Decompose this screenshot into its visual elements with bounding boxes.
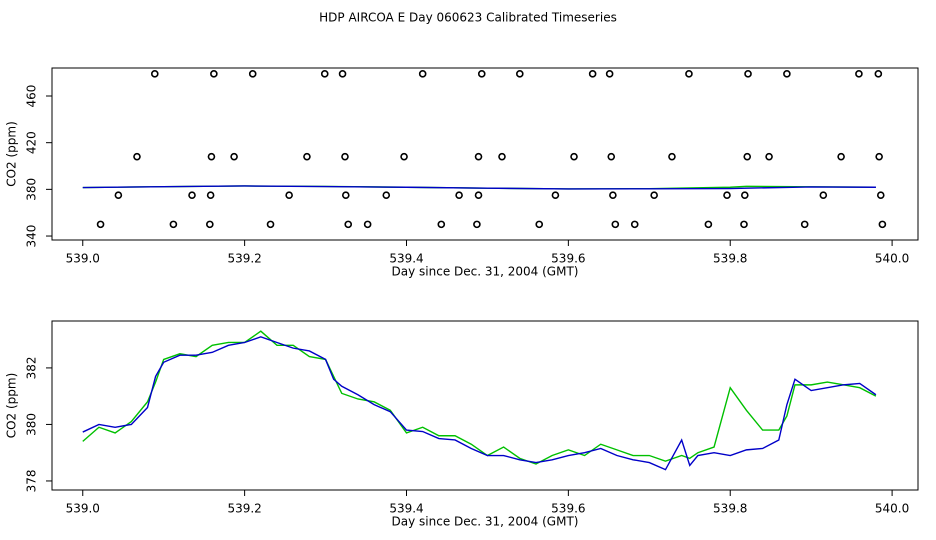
x-axis-label: Day since Dec. 31, 2004 (GMT) [392, 515, 579, 529]
plot-frame [51, 320, 919, 491]
x-tick-label: 539.8 [713, 252, 747, 266]
data-point [743, 152, 752, 161]
data-point [133, 152, 141, 161]
x-tick-label: 539.6 [551, 252, 585, 266]
y-tick-label: 340 [25, 225, 39, 248]
data-point [551, 191, 560, 199]
plot-frame [51, 67, 919, 241]
data-point [605, 70, 614, 78]
data-point [382, 191, 391, 199]
x-tick-label: 539.2 [227, 502, 261, 516]
x-tick-label: 539.4 [389, 502, 423, 516]
data-point [455, 191, 463, 199]
data-point [588, 70, 597, 78]
data-point [611, 220, 620, 229]
y-axis-label: CO2 (ppm) [5, 373, 19, 439]
y-tick-label: 378 [25, 470, 39, 493]
data-point [169, 220, 178, 229]
data-point [783, 70, 791, 78]
data-point [303, 152, 311, 161]
series-line [82, 185, 876, 190]
data-point [704, 220, 713, 229]
series-line [82, 330, 877, 465]
data-point [609, 191, 617, 199]
data-point [341, 152, 349, 161]
data-point [400, 152, 408, 161]
x-tick-label: 539.4 [389, 252, 423, 266]
data-point [285, 191, 293, 199]
x-tick-label: 539.8 [713, 502, 747, 516]
y-tick-label: 460 [25, 85, 39, 108]
data-point [516, 70, 524, 78]
y-tick-label: 380 [25, 178, 39, 201]
data-point [188, 191, 196, 199]
data-point [744, 70, 752, 78]
data-point [740, 220, 748, 229]
data-point [819, 191, 828, 199]
data-point [570, 152, 578, 161]
y-axis-label: CO2 (ppm) [5, 121, 19, 187]
data-point [150, 70, 159, 78]
data-point [668, 152, 676, 161]
x-tick-label: 539.2 [227, 252, 261, 266]
y-tick-label: 420 [25, 131, 39, 154]
data-point [630, 220, 639, 229]
data-point [607, 152, 616, 161]
data-point [650, 191, 658, 199]
figure-title: HDP AIRCOA E Day 060623 Calibrated Times… [319, 11, 617, 25]
data-point [474, 191, 483, 199]
data-point [266, 220, 275, 229]
data-point [837, 152, 845, 161]
data-point [320, 70, 329, 78]
data-point [210, 70, 218, 78]
data-point [341, 191, 350, 199]
data-point [474, 152, 483, 161]
data-point [437, 220, 446, 229]
data-point [855, 70, 863, 78]
data-point [477, 70, 486, 78]
data-point [363, 220, 372, 229]
data-point [740, 191, 749, 199]
y-tick-label: 382 [25, 356, 39, 379]
x-tick-label: 540.0 [875, 502, 909, 516]
data-point [206, 220, 214, 229]
data-point [473, 220, 481, 229]
data-point [498, 152, 506, 161]
data-point [338, 70, 347, 78]
x-tick-label: 539.0 [66, 252, 100, 266]
data-point [878, 220, 887, 229]
x-tick-label: 539.0 [66, 502, 100, 516]
x-axis-label: Day since Dec. 31, 2004 (GMT) [392, 265, 579, 279]
data-point [248, 70, 257, 78]
y-tick-label: 380 [25, 413, 39, 436]
data-point [114, 191, 123, 199]
data-point [876, 191, 885, 199]
data-point [207, 152, 216, 161]
data-point [875, 152, 883, 161]
data-point [96, 220, 105, 229]
data-point [418, 70, 427, 78]
series-line [82, 336, 877, 471]
data-point [685, 70, 693, 78]
data-point [535, 220, 544, 229]
x-tick-label: 539.6 [551, 502, 585, 516]
data-point [723, 191, 731, 199]
data-point [230, 152, 238, 161]
data-point [206, 191, 215, 199]
data-point [765, 152, 773, 161]
data-point [874, 70, 883, 78]
data-point [344, 220, 353, 229]
x-tick-label: 540.0 [875, 252, 909, 266]
data-point [800, 220, 809, 229]
